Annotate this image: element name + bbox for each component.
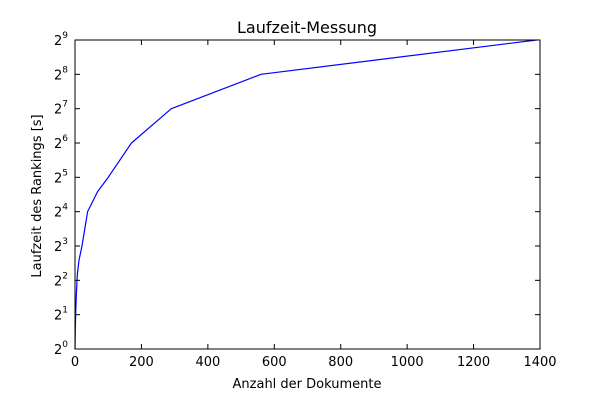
axes-frame (74, 39, 541, 350)
y-tick-label: 20 (54, 340, 68, 358)
y-tick-label: 27 (54, 100, 68, 118)
x-tick-label: 1200 (457, 355, 490, 370)
plot-area: 0 200 400 600 800 1000 1200 1400 20 21 22 23 24 25 26 2… (54, 31, 557, 370)
x-tick-label: 400 (195, 355, 220, 370)
x-tick-label: 200 (129, 355, 154, 370)
x-tick-label: 600 (262, 355, 287, 370)
y-tick-label: 21 (54, 306, 68, 324)
y-axis-label: Laufzeit des Rankings [s] (30, 114, 45, 277)
y-tick-label: 29 (54, 31, 68, 49)
y-tick-label: 24 (54, 203, 68, 221)
x-tick-label: 0 (71, 355, 79, 370)
x-axis-label: Anzahl der Dokumente (233, 377, 382, 392)
y-tick-label: 23 (54, 237, 68, 255)
y-tick-label: 28 (54, 65, 68, 83)
x-tick-label: 1400 (523, 355, 556, 370)
y-tick-label: 25 (54, 168, 68, 186)
x-tick-label: 800 (328, 355, 353, 370)
series-line (74, 39, 537, 350)
chart-title: Laufzeit-Messung (237, 18, 377, 37)
y-tick-label: 22 (54, 271, 68, 289)
x-tick-label: 1000 (391, 355, 424, 370)
y-tick-label: 26 (54, 134, 68, 152)
